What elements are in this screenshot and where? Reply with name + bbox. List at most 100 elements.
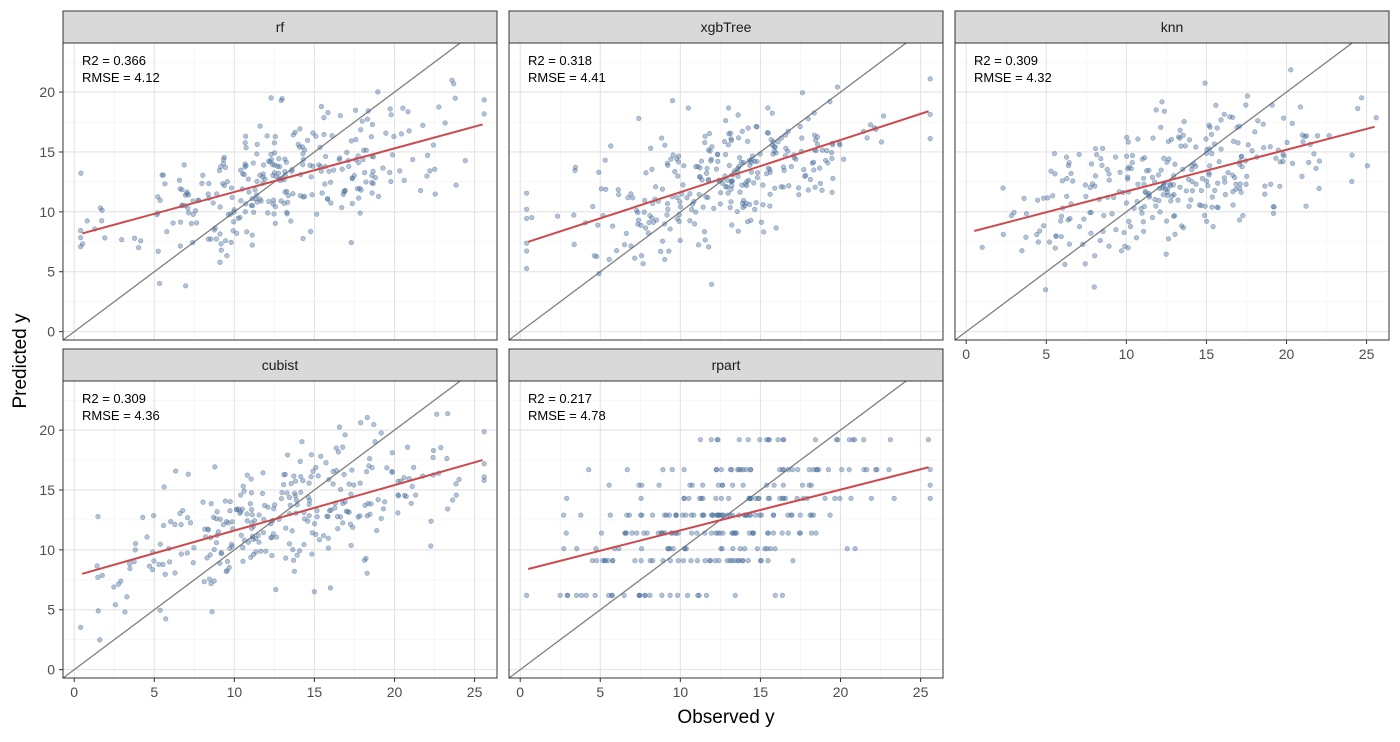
data-point xyxy=(1158,167,1164,173)
data-point xyxy=(738,467,744,473)
data-point xyxy=(283,159,289,165)
data-point xyxy=(694,558,701,564)
data-point xyxy=(265,210,271,216)
data-point xyxy=(708,512,714,518)
data-point xyxy=(683,546,689,552)
data-point xyxy=(1142,188,1148,195)
data-point xyxy=(1314,133,1321,139)
data-point xyxy=(293,497,299,503)
data-point xyxy=(1008,213,1015,219)
identity-line xyxy=(63,43,461,340)
data-point xyxy=(1177,184,1183,190)
data-point xyxy=(355,159,362,166)
data-point xyxy=(1052,245,1058,251)
data-point xyxy=(212,464,218,470)
data-point xyxy=(1240,213,1246,219)
data-point xyxy=(253,196,259,202)
data-point xyxy=(698,158,705,164)
facet-strip-label: cubist xyxy=(262,357,299,373)
data-point xyxy=(638,495,644,501)
data-point xyxy=(1262,183,1268,189)
data-point xyxy=(336,424,343,430)
data-point xyxy=(732,168,738,174)
data-point xyxy=(1117,169,1123,175)
data-point xyxy=(406,128,412,134)
data-point xyxy=(310,163,316,169)
data-point xyxy=(185,471,191,477)
data-point xyxy=(362,170,368,176)
data-point xyxy=(1068,170,1074,177)
data-point xyxy=(185,515,191,521)
data-point xyxy=(1171,213,1177,219)
data-point xyxy=(370,168,376,174)
data-point xyxy=(752,206,758,212)
data-point xyxy=(348,239,354,246)
data-point xyxy=(1189,188,1196,194)
data-point xyxy=(695,592,701,598)
y-tick-label: 15 xyxy=(39,144,55,160)
data-point xyxy=(453,481,459,487)
data-point xyxy=(593,546,599,552)
x-tick-label: 15 xyxy=(1199,346,1215,362)
data-point xyxy=(680,512,686,518)
data-point xyxy=(634,530,640,536)
data-point xyxy=(636,115,642,122)
data-point xyxy=(285,192,291,199)
data-point xyxy=(481,429,487,435)
data-point xyxy=(524,265,530,272)
data-point xyxy=(524,215,530,222)
data-point xyxy=(1172,231,1178,237)
data-point xyxy=(318,453,324,459)
data-point xyxy=(1059,178,1066,184)
data-point xyxy=(242,209,248,215)
data-point xyxy=(695,242,702,248)
data-point xyxy=(272,220,278,226)
data-point xyxy=(725,142,732,148)
data-point xyxy=(349,175,355,182)
data-point xyxy=(735,135,742,141)
data-point xyxy=(1203,178,1210,184)
data-point xyxy=(760,202,766,208)
data-point xyxy=(705,194,711,201)
data-point xyxy=(319,190,325,196)
data-point xyxy=(783,145,789,151)
data-point xyxy=(1234,124,1240,131)
data-point xyxy=(1169,193,1175,199)
data-point xyxy=(1270,210,1277,216)
data-point xyxy=(785,530,791,536)
data-point xyxy=(728,130,734,136)
data-point xyxy=(97,637,103,643)
data-point xyxy=(795,467,801,473)
data-point xyxy=(662,142,668,148)
data-point xyxy=(380,165,386,171)
data-point xyxy=(220,522,226,528)
data-point xyxy=(703,170,710,176)
data-point xyxy=(300,156,306,163)
data-point xyxy=(1261,145,1267,151)
data-point xyxy=(1207,146,1213,152)
data-point xyxy=(285,199,291,205)
data-point xyxy=(1221,175,1228,181)
data-point xyxy=(427,168,433,174)
data-point xyxy=(730,530,736,536)
data-point xyxy=(258,548,264,554)
data-point xyxy=(676,153,682,159)
data-point xyxy=(595,222,601,228)
data-point xyxy=(1281,153,1287,159)
data-point xyxy=(700,482,706,488)
data-point xyxy=(688,558,694,564)
data-point xyxy=(728,137,735,143)
data-point xyxy=(266,198,272,205)
data-point xyxy=(102,235,108,241)
data-point xyxy=(817,180,824,187)
data-point xyxy=(1153,107,1159,113)
data-point xyxy=(78,235,84,241)
data-point xyxy=(850,437,856,443)
data-point xyxy=(811,167,817,173)
data-point xyxy=(250,160,256,166)
data-point xyxy=(217,560,223,566)
data-point xyxy=(664,212,670,218)
data-point xyxy=(564,592,570,598)
data-point xyxy=(178,551,184,557)
data-point xyxy=(112,602,119,608)
